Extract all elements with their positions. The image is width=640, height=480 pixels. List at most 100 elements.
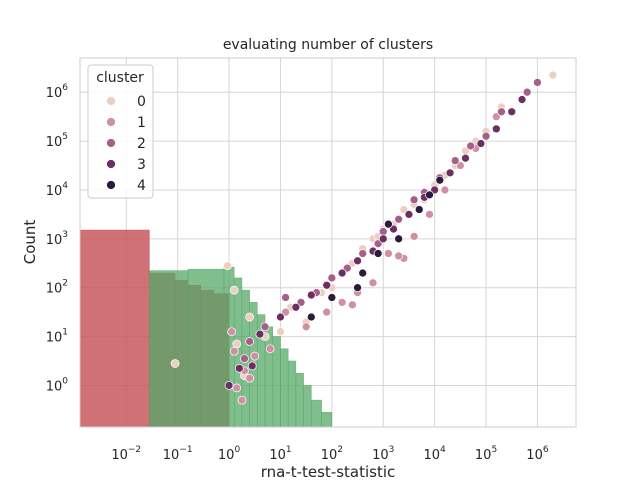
scatter-point-cluster-2	[358, 249, 368, 258]
y-tick-label: 103	[46, 230, 68, 248]
scatter-point-cluster-1	[409, 232, 419, 241]
scatter-point-cluster-3	[234, 364, 244, 373]
scatter-point-cluster-0	[232, 339, 242, 349]
scatter-point-cluster-2	[327, 273, 337, 283]
histogram-bar-1	[280, 348, 289, 428]
y-tick-label: 101	[46, 328, 68, 346]
scatter-point-cluster-2	[481, 131, 491, 141]
scatter-point-cluster-2	[378, 227, 388, 236]
histogram-layer	[79, 229, 333, 428]
scatter-point-cluster-3	[445, 168, 455, 178]
y-tick-label: 100	[46, 376, 69, 394]
scatter-point-cluster-3	[306, 290, 316, 300]
x-tick-label: 100	[218, 445, 241, 463]
scatter-point-cluster-3	[461, 153, 470, 163]
scatter-point-cluster-2	[522, 87, 532, 97]
scatter-point-cluster-0	[170, 359, 180, 368]
scatter-point-cluster-1	[368, 278, 378, 288]
scatter-point-cluster-1	[337, 298, 347, 307]
scatter-point-cluster-1	[265, 344, 275, 354]
scatter-point-cluster-1	[245, 373, 254, 383]
scatter-point-cluster-2	[245, 337, 254, 346]
plot-frame	[79, 57, 577, 428]
x-tick-label: 104	[424, 445, 447, 463]
histogram-bar-1	[295, 372, 304, 428]
legend-title: cluster	[96, 70, 144, 86]
scatter-point-cluster-4	[435, 175, 445, 185]
scatter-point-cluster-4	[306, 312, 316, 322]
y-tick-label: 102	[46, 279, 68, 297]
x-tick-label: 102	[321, 445, 343, 463]
scatter-point-cluster-0	[276, 327, 285, 337]
scatter-point-cluster-3	[353, 256, 362, 266]
y-tick-label: 106	[46, 83, 69, 101]
scatter-point-cluster-1	[384, 249, 393, 258]
scatter-point-cluster-3	[476, 139, 486, 148]
legend-box	[87, 64, 154, 199]
scatter-point-cluster-4	[394, 234, 404, 244]
scatter-point-cluster-3	[276, 312, 285, 322]
scatter-point-cluster-3	[517, 95, 527, 104]
histogram-bar-1	[303, 385, 312, 428]
scatter-point-cluster-3	[247, 361, 257, 371]
histogram-bar-1	[311, 399, 322, 428]
plot-area	[79, 57, 577, 428]
scatter-point-cluster-0	[223, 261, 232, 271]
x-axis-ticks: 10−2 10−1 100 101 102 103 104 105 106	[111, 445, 549, 463]
scatter-point-cluster-4	[425, 190, 434, 200]
scatter-point-cluster-4	[353, 283, 362, 293]
scatter-point-cluster-2	[260, 322, 270, 332]
scatter-point-cluster-2	[240, 354, 249, 363]
legend-label-2: 2	[137, 136, 146, 152]
scatter-point-cluster-3	[337, 268, 347, 278]
scatter-point-cluster-1	[440, 185, 450, 195]
scatter-point-cluster-4	[384, 219, 393, 229]
scatter-point-cluster-4	[373, 249, 383, 258]
scatter-point-cluster-3	[378, 234, 388, 244]
scatter-point-cluster-1	[250, 351, 260, 361]
histogram-bar-1	[264, 326, 273, 428]
scatter-point-cluster-4	[327, 293, 337, 302]
scatter-layer	[170, 70, 558, 405]
legend-marker-0	[106, 96, 116, 106]
legend-marker-1	[106, 117, 116, 127]
scatter-point-cluster-1	[227, 327, 236, 337]
scatter-point-cluster-3	[491, 124, 501, 134]
x-tick-label: 103	[372, 445, 394, 463]
scatter-point-cluster-0	[245, 312, 254, 322]
scatter-point-cluster-1	[322, 307, 332, 317]
scatter-point-cluster-2	[450, 156, 460, 165]
legend-label-3: 3	[137, 157, 146, 173]
legend-label-0: 0	[137, 94, 146, 110]
scatter-point-cluster-0	[548, 70, 558, 80]
x-tick-label: 10−2	[111, 445, 141, 463]
chart-title: evaluating number of clusters	[223, 37, 433, 53]
scatter-point-cluster-2	[466, 141, 475, 151]
x-tick-label: 106	[526, 445, 549, 463]
legend-entries: 0 1 2 3 4	[106, 94, 146, 194]
y-axis-ticks: 100 101 102 103 104 105 106	[46, 83, 69, 394]
scatter-point-cluster-0	[229, 285, 239, 295]
x-axis-label: rna-t-test-statistic	[261, 463, 396, 480]
x-tick-label: 105	[475, 445, 497, 463]
histogram-bar-1	[287, 360, 297, 428]
scatter-point-cluster-2	[533, 78, 542, 87]
histogram-bar-1	[321, 412, 333, 428]
histogram-bar-1	[149, 270, 189, 428]
y-tick-label: 105	[46, 132, 68, 150]
x-tick-label: 101	[269, 445, 291, 463]
legend: cluster 0 1 2 3 4	[87, 64, 154, 199]
y-axis-label: Count	[21, 220, 39, 265]
scatter-point-cluster-3	[255, 329, 265, 339]
y-tick-label: 104	[46, 181, 69, 199]
scatter-point-cluster-3	[291, 302, 301, 312]
scatter-point-cluster-1	[232, 383, 242, 393]
scatter-point-cluster-1	[348, 300, 357, 310]
scatter-point-cluster-3	[322, 280, 332, 290]
scatter-point-cluster-1	[394, 251, 404, 261]
scatter-point-cluster-1	[425, 210, 434, 219]
scatter-point-cluster-4	[414, 205, 424, 214]
legend-label-4: 4	[137, 178, 146, 194]
scatter-point-cluster-2	[394, 214, 404, 224]
x-tick-label: 10−1	[163, 445, 193, 463]
